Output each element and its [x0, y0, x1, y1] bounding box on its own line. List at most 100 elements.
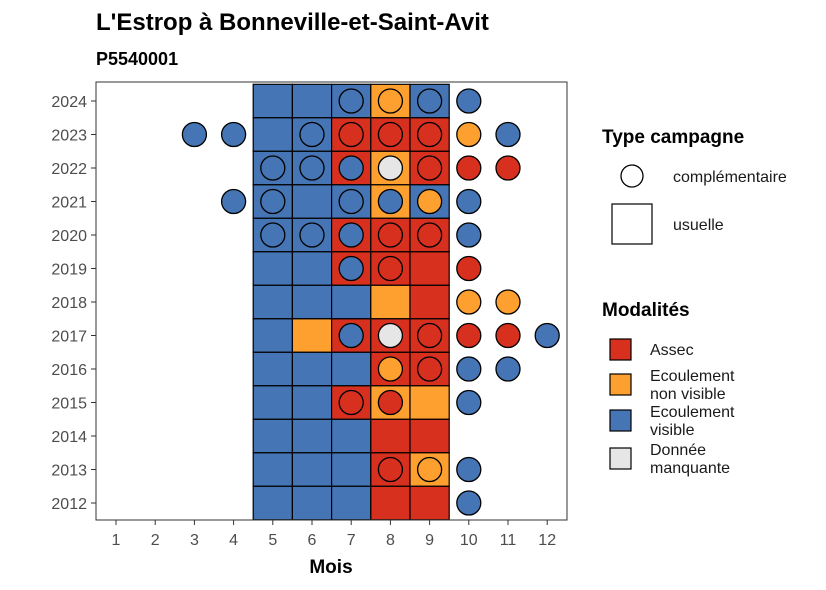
point-2024-9 [416, 88, 443, 114]
x-tick-label: 2 [151, 532, 160, 549]
point-2022-5 [260, 155, 286, 181]
point-2020-7 [338, 222, 364, 248]
x-axis-title: Mois [309, 557, 352, 578]
legend-label: Ecoulement [650, 404, 735, 421]
legend-key-manquante [609, 447, 632, 470]
point-2020-6 [299, 222, 325, 248]
tile-2021-6 [291, 184, 333, 219]
legend-key-assec [609, 338, 632, 361]
chart-subtitle: P5540001 [96, 49, 178, 69]
point-2023-9 [416, 121, 443, 148]
legend-label: usuelle [673, 217, 724, 234]
tile-2018-8 [370, 284, 411, 320]
tile-2016-7 [331, 351, 372, 387]
y-tick-label: 2022 [51, 161, 87, 178]
point-2024-8 [377, 88, 404, 114]
point-2016-11 [495, 356, 521, 382]
tile-2012-5 [252, 485, 293, 521]
tile-2018-9 [409, 284, 450, 320]
y-tick-label: 2014 [51, 429, 87, 446]
point-2021-4 [220, 188, 247, 215]
x-tick-label: 5 [268, 532, 277, 549]
tile-2012-6 [291, 485, 333, 521]
tile-2014-5 [252, 418, 293, 454]
point-2016-8 [377, 356, 404, 382]
tile-2014-9 [409, 418, 450, 454]
y-tick-label: 2021 [51, 195, 87, 212]
tile-2023-5 [252, 117, 293, 152]
tile-2018-6 [291, 284, 333, 320]
x-tick-label: 1 [112, 532, 121, 549]
tile-2015-9 [409, 385, 450, 420]
tile-2015-5 [252, 385, 293, 420]
legend-square-key [611, 203, 653, 245]
x-tick-label: 10 [460, 532, 478, 549]
point-2024-10 [456, 88, 482, 114]
point-2017-8 [377, 322, 404, 349]
y-tick-label: 2024 [51, 94, 87, 111]
point-2018-11 [495, 289, 521, 315]
legend-label: manquante [650, 460, 730, 477]
y-tick-label: 2012 [51, 496, 87, 513]
point-2017-10 [456, 322, 482, 349]
tile-2014-8 [370, 418, 411, 454]
point-2023-6 [299, 121, 325, 148]
y-axis: 2012 2013 2014 2015 2016 2017 2018 2019 2020 2021… [51, 94, 96, 513]
legend-label: complémentaire [673, 169, 787, 186]
point-2022-7 [338, 155, 364, 181]
x-tick-label: 12 [538, 532, 556, 549]
tile-2016-6 [291, 351, 333, 387]
tile-2018-5 [252, 284, 293, 320]
point-2017-12 [534, 322, 560, 349]
legend-label: Donnée [650, 442, 706, 459]
legend-circle-key [620, 164, 644, 188]
point-2018-10 [456, 289, 482, 315]
point-2023-3 [181, 121, 208, 148]
y-tick-label: 2015 [51, 396, 87, 413]
tile-2018-7 [331, 284, 372, 320]
tile-2015-6 [291, 385, 333, 420]
plot-border [95, 81, 568, 521]
point-2021-9 [416, 188, 443, 215]
point-2019-7 [338, 255, 364, 282]
point-2023-11 [495, 121, 521, 148]
y-tick-label: 2020 [51, 228, 87, 245]
point-2021-7 [338, 188, 364, 215]
legend-title: Type campagne [602, 127, 744, 148]
y-tick-label: 2019 [51, 262, 87, 279]
y-tick-label: 2017 [51, 329, 87, 346]
x-tick-label: 3 [190, 532, 199, 549]
legend-key-non_visible [609, 373, 632, 396]
point-2023-7 [338, 121, 364, 148]
point-2022-9 [416, 155, 443, 181]
legend-label: Assec [650, 342, 694, 359]
point-2023-10 [456, 121, 482, 148]
tile-2017-6 [291, 318, 333, 353]
legend-type-campagne: Type campagne complémentaire usuelle [602, 127, 787, 245]
tile-2012-9 [409, 485, 450, 521]
legend-title: Modalités [602, 300, 690, 321]
point-2022-8 [377, 155, 404, 181]
y-tick-label: 2018 [51, 295, 87, 312]
tile-2014-7 [331, 418, 372, 454]
point-2021-10 [456, 188, 482, 215]
point-2020-5 [260, 222, 286, 248]
point-2022-11 [495, 155, 521, 181]
point-2019-8 [377, 255, 404, 282]
x-tick-label: 6 [308, 532, 317, 549]
tile-2024-6 [291, 83, 333, 119]
point-2021-8 [377, 188, 404, 215]
point-2019-10 [456, 255, 482, 282]
tile-2019-5 [252, 251, 293, 286]
point-2017-9 [416, 322, 443, 349]
point-2015-8 [377, 389, 404, 416]
point-2021-5 [260, 188, 286, 215]
point-2020-9 [416, 222, 443, 248]
tile-2013-5 [252, 452, 293, 487]
point-2016-9 [416, 356, 443, 382]
legend-label: non visible [650, 386, 726, 403]
x-tick-label: 9 [425, 532, 434, 549]
legend-label: Ecoulement [650, 368, 735, 385]
